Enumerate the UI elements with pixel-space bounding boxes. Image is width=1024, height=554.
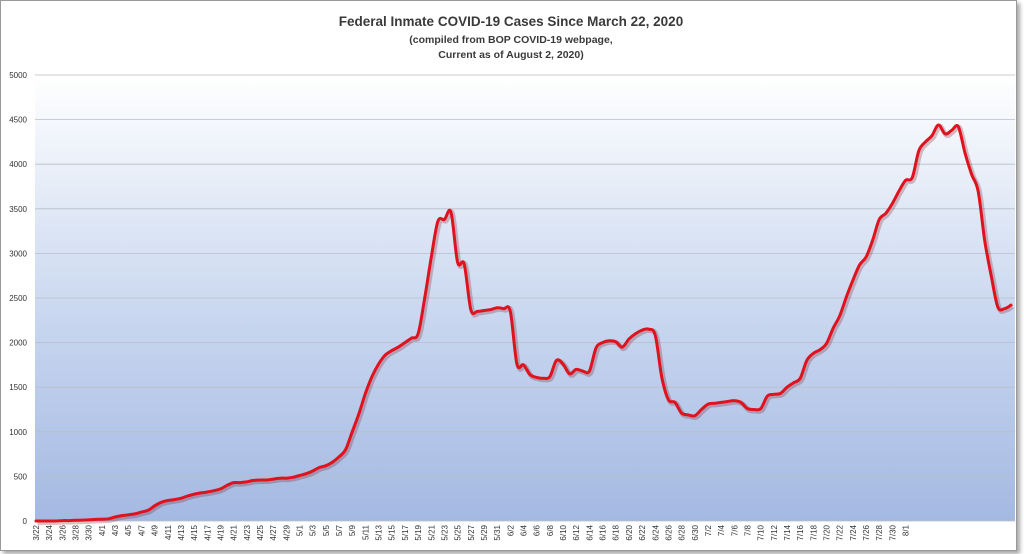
series-layer	[34, 123, 1014, 526]
x-tick-label: 4/15	[190, 524, 199, 540]
y-tick-label: 3500	[9, 205, 27, 214]
x-tick-label: 6/6	[533, 524, 542, 536]
x-tick-label: 7/12	[770, 524, 779, 540]
x-tick-label: 7/10	[757, 524, 766, 540]
x-tick-label: 7/6	[730, 524, 739, 536]
y-axis-ticks: 0 500 1000 1500 2000 2500 3000 3500 4000 4500 5000	[9, 71, 27, 526]
x-tick-label: 5/3	[309, 524, 318, 536]
x-tick-label: 4/13	[177, 524, 186, 540]
series-line	[34, 123, 1013, 523]
chart-title: Federal Inmate COVID-19 Cases Since Marc…	[339, 14, 683, 29]
x-tick-label: 6/20	[625, 524, 634, 540]
x-tick-label: 4/5	[124, 524, 133, 536]
x-tick-label: 7/4	[717, 524, 726, 536]
x-tick-label: 6/24	[651, 524, 660, 540]
x-tick-label: 6/4	[520, 524, 529, 536]
x-tick-label: 6/12	[572, 524, 581, 540]
x-tick-label: 4/3	[111, 524, 120, 536]
x-tick-label: 4/9	[151, 524, 160, 536]
x-tick-label: 4/1	[98, 524, 107, 536]
x-tick-label: 5/25	[454, 524, 463, 540]
x-tick-label: 4/7	[137, 524, 146, 536]
x-tick-label: 3/22	[32, 524, 41, 540]
y-tick-label: 3000	[9, 249, 27, 258]
x-tick-label: 6/22	[638, 524, 647, 540]
x-tick-label: 6/30	[691, 524, 700, 540]
x-tick-label: 5/23	[440, 524, 449, 540]
x-tick-label: 5/29	[480, 524, 489, 540]
y-tick-label: 1500	[9, 383, 27, 392]
chart-subtitle-line-2: Current as of August 2, 2020)	[438, 49, 583, 61]
x-tick-label: 5/27	[467, 524, 476, 540]
y-tick-label: 500	[14, 472, 28, 481]
x-axis-ticks: 3/22 3/24 3/26 3/28 3/30 4/1 4/3 4/5 4/7 4/9 4/11 4…	[32, 524, 911, 540]
x-tick-label: 3/26	[58, 524, 67, 540]
x-tick-label: 7/8	[743, 524, 752, 536]
x-tick-label: 7/24	[849, 524, 858, 540]
x-tick-label: 7/26	[862, 524, 871, 540]
x-tick-label: 4/27	[269, 524, 278, 540]
x-tick-label: 6/14	[585, 524, 594, 540]
x-tick-label: 5/15	[388, 524, 397, 540]
y-tick-label: 0	[23, 517, 28, 526]
x-tick-label: 7/2	[704, 524, 713, 536]
x-tick-label: 3/28	[72, 524, 81, 540]
chart-subtitle-line-1: (compiled from BOP COVID-19 webpage,	[409, 34, 613, 46]
x-tick-label: 7/14	[783, 524, 792, 540]
x-tick-label: 5/5	[322, 524, 331, 536]
x-tick-label: 6/18	[612, 524, 621, 540]
x-tick-label: 6/28	[678, 524, 687, 540]
y-tick-label: 4000	[9, 160, 27, 169]
x-tick-label: 5/13	[375, 524, 384, 540]
x-tick-label: 5/9	[348, 524, 357, 536]
x-tick-label: 5/1	[296, 524, 305, 536]
x-tick-label: 5/21	[427, 524, 436, 540]
x-tick-label: 7/20	[823, 524, 832, 540]
y-tick-label: 5000	[9, 71, 27, 80]
x-tick-label: 7/16	[796, 524, 805, 540]
x-tick-label: 7/28	[875, 524, 884, 540]
x-tick-label: 4/19	[216, 524, 225, 540]
gridlines	[35, 74, 1015, 522]
x-tick-label: 4/17	[203, 524, 212, 540]
x-tick-label: 5/31	[493, 524, 502, 540]
x-tick-label: 4/11	[164, 524, 173, 540]
x-tick-label: 4/25	[256, 524, 265, 540]
x-tick-label: 4/21	[230, 524, 239, 540]
x-tick-label: 3/24	[45, 524, 54, 540]
x-tick-label: 6/16	[599, 524, 608, 540]
x-tick-label: 4/29	[282, 524, 291, 540]
x-tick-label: 7/18	[809, 524, 818, 540]
x-tick-label: 6/8	[546, 524, 555, 536]
x-tick-label: 7/30	[888, 524, 897, 540]
x-tick-label: 6/2	[506, 524, 515, 536]
x-tick-label: 5/17	[401, 524, 410, 540]
x-tick-label: 5/7	[335, 524, 344, 536]
x-tick-label: 4/23	[243, 524, 252, 540]
y-tick-label: 4500	[9, 116, 27, 125]
y-tick-label: 2000	[9, 339, 27, 348]
x-tick-label: 8/1	[902, 524, 911, 536]
x-tick-label: 7/22	[836, 524, 845, 540]
y-tick-label: 1000	[9, 428, 27, 437]
x-tick-label: 5/19	[414, 524, 423, 540]
x-tick-label: 3/30	[85, 524, 94, 540]
x-tick-label: 6/10	[559, 524, 568, 540]
y-tick-label: 2500	[9, 294, 27, 303]
x-tick-label: 5/11	[361, 524, 370, 540]
x-tick-label: 6/26	[664, 524, 673, 540]
